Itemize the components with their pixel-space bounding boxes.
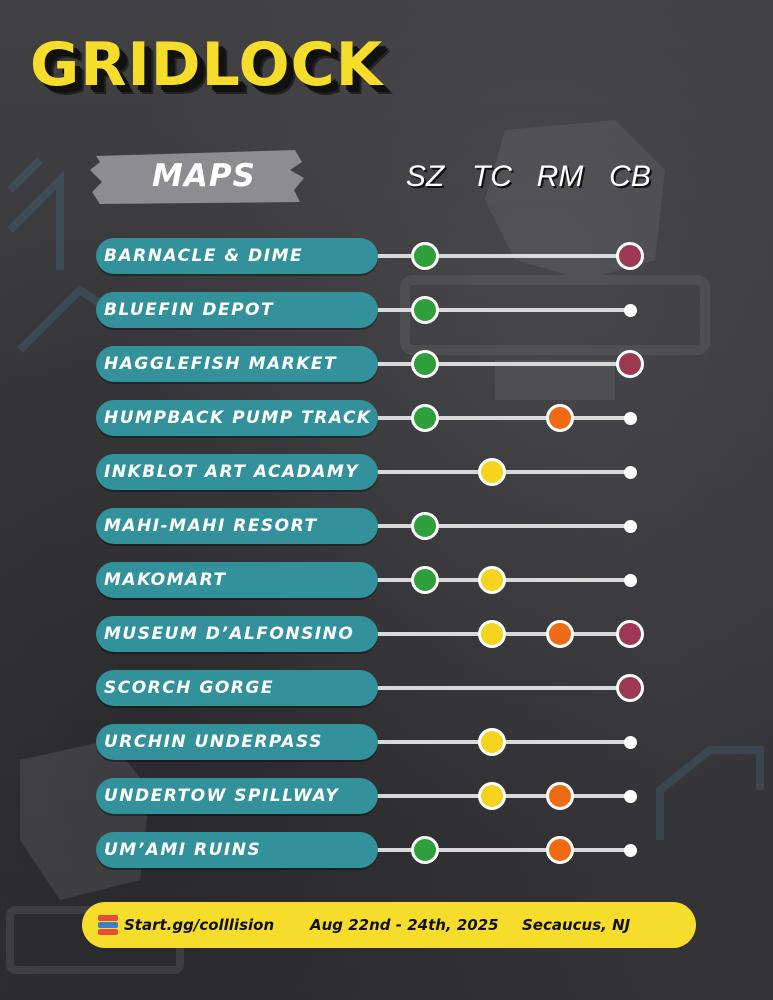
mode-dot-tc-active — [478, 782, 506, 810]
map-name: HAGGLEFISH MARKET — [104, 354, 338, 374]
event-location: Secaucus, NJ — [522, 916, 631, 934]
mode-dot-cb-active — [616, 350, 644, 378]
mode-dot-cb-inactive — [624, 736, 637, 749]
event-info-banner: Start.gg/colllision Aug 22nd - 24th, 202… — [82, 902, 696, 948]
column-header-sz: SZ — [405, 160, 445, 193]
map-name-pill: BARNACLE & DIME — [96, 238, 378, 274]
map-name: BARNACLE & DIME — [104, 246, 304, 266]
mode-dot-cb-inactive — [624, 844, 637, 857]
mode-dot-sz-active — [411, 404, 439, 432]
mode-dot-tc-active — [478, 728, 506, 756]
map-name: MUSEUM D’ALFONSINO — [104, 624, 355, 644]
event-dates: Aug 22nd - 24th, 2025 — [310, 916, 499, 934]
mode-dot-rm-active — [546, 404, 574, 432]
map-name: SCORCH GORGE — [104, 678, 274, 698]
row-connector-line — [370, 254, 632, 258]
mode-dot-sz-active — [411, 242, 439, 270]
map-name: HUMPBACK PUMP TRACK — [104, 408, 372, 428]
mode-dot-cb-inactive — [624, 574, 637, 587]
row-connector-line — [370, 362, 632, 366]
mode-dot-sz-active — [411, 836, 439, 864]
brush-stroke-icon — [90, 150, 304, 204]
map-row: MAHI-MAHI RESORT — [0, 506, 773, 546]
decorative-bracket-icon — [656, 746, 764, 840]
column-header-tc: TC — [472, 160, 512, 193]
mode-dot-rm-active — [546, 836, 574, 864]
map-name: MAHI-MAHI RESORT — [104, 516, 318, 536]
map-name: INKBLOT ART ACADAMY — [104, 462, 360, 482]
map-name: UNDERTOW SPILLWAY — [104, 786, 340, 806]
map-row: MAKOMART — [0, 560, 773, 600]
map-row: MUSEUM D’ALFONSINO — [0, 614, 773, 654]
row-connector-line — [370, 686, 632, 690]
mode-dot-cb-active — [616, 674, 644, 702]
map-name-pill: MAKOMART — [96, 562, 378, 598]
map-name-pill: UNDERTOW SPILLWAY — [96, 778, 378, 814]
column-header-cb: CB — [609, 160, 651, 193]
map-name-pill: UM’AMI RUINS — [96, 832, 378, 868]
mode-dot-cb-inactive — [624, 466, 637, 479]
mode-dot-sz-active — [411, 296, 439, 324]
map-row: HAGGLEFISH MARKET — [0, 344, 773, 384]
mode-dot-tc-active — [478, 566, 506, 594]
mode-dot-rm-active — [546, 782, 574, 810]
map-name-pill: MAHI-MAHI RESORT — [96, 508, 378, 544]
map-name-pill: SCORCH GORGE — [96, 670, 378, 706]
map-row: UM’AMI RUINS — [0, 830, 773, 870]
mode-dot-sz-active — [411, 350, 439, 378]
event-link[interactable]: Start.gg/colllision — [124, 916, 275, 934]
mode-dot-sz-active — [411, 566, 439, 594]
row-connector-line — [370, 524, 632, 528]
mode-dot-rm-active — [546, 620, 574, 648]
mode-dot-tc-active — [478, 458, 506, 486]
row-connector-line — [370, 308, 632, 312]
map-name-pill: BLUEFIN DEPOT — [96, 292, 378, 328]
mode-dot-cb-inactive — [624, 790, 637, 803]
row-connector-line — [370, 416, 632, 420]
mode-dot-cb-active — [616, 620, 644, 648]
map-row: BARNACLE & DIME — [0, 236, 773, 276]
map-row: UNDERTOW SPILLWAY — [0, 776, 773, 816]
startgg-logo-icon — [98, 915, 118, 935]
mode-dot-cb-active — [616, 242, 644, 270]
map-row: URCHIN UNDERPASS — [0, 722, 773, 762]
map-row: BLUEFIN DEPOT — [0, 290, 773, 330]
map-name-pill: HUMPBACK PUMP TRACK — [96, 400, 378, 436]
mode-dot-cb-inactive — [624, 304, 637, 317]
map-name-pill: INKBLOT ART ACADAMY — [96, 454, 378, 490]
map-row: HUMPBACK PUMP TRACK — [0, 398, 773, 438]
map-name: URCHIN UNDERPASS — [104, 732, 323, 752]
column-header-rm: RM — [536, 160, 584, 193]
mode-dot-sz-active — [411, 512, 439, 540]
page-title: GRIDLOCK — [30, 30, 384, 100]
map-name: BLUEFIN DEPOT — [104, 300, 275, 320]
mode-dot-tc-active — [478, 620, 506, 648]
map-row: SCORCH GORGE — [0, 668, 773, 708]
map-name-pill: MUSEUM D’ALFONSINO — [96, 616, 378, 652]
maps-heading: MAPS — [152, 158, 256, 194]
row-connector-line — [370, 848, 632, 852]
map-name: UM’AMI RUINS — [104, 840, 262, 860]
map-name: MAKOMART — [104, 570, 227, 590]
map-name-pill: URCHIN UNDERPASS — [96, 724, 378, 760]
mode-dot-cb-inactive — [624, 520, 637, 533]
map-name-pill: HAGGLEFISH MARKET — [96, 346, 378, 382]
mode-dot-cb-inactive — [624, 412, 637, 425]
collision-fist-watermark-icon — [400, 120, 710, 400]
map-row: INKBLOT ART ACADAMY — [0, 452, 773, 492]
